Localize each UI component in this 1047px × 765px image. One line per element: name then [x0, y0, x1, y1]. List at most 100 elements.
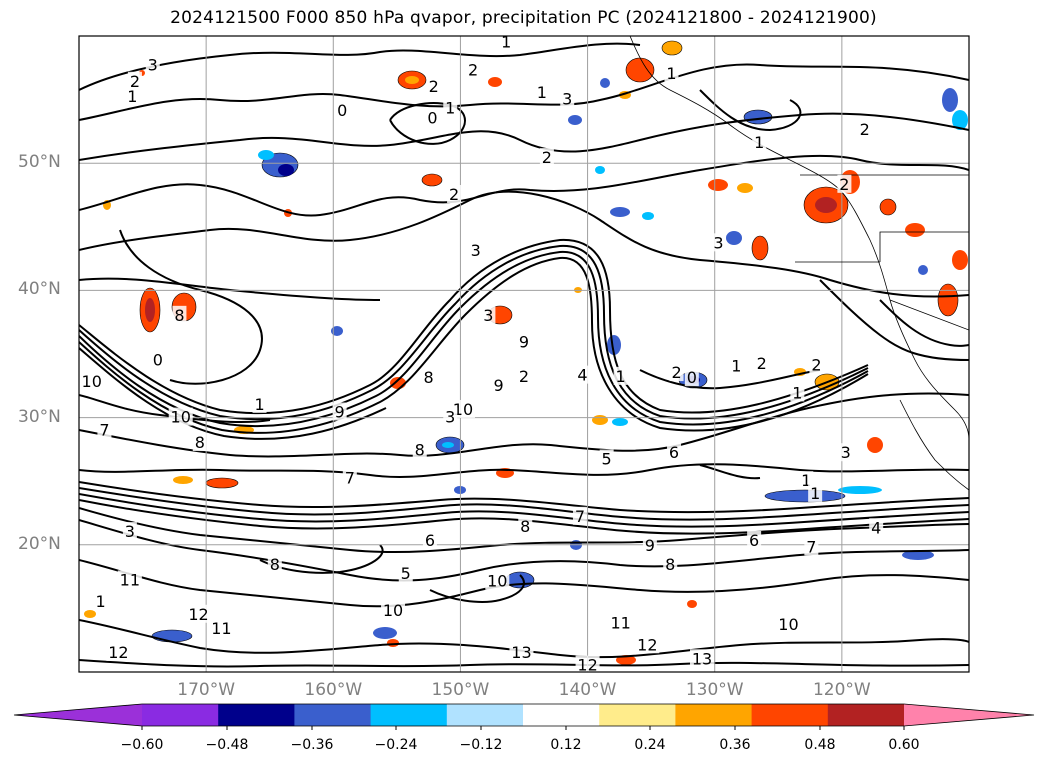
contour-label-background	[804, 537, 819, 556]
contour-label-background	[447, 185, 462, 203]
contour-label: 8	[174, 306, 184, 325]
map-frame	[78, 35, 970, 673]
longitude-tick-label: 120°W	[812, 680, 871, 700]
contour-label-background	[752, 132, 767, 151]
contour-label-background	[466, 60, 481, 79]
contour-label: 2	[542, 148, 552, 167]
colorbar-bin	[599, 704, 676, 726]
contour-label-background	[599, 449, 614, 468]
contour-label-background	[97, 420, 112, 439]
contour-label: 1	[801, 471, 811, 490]
contour-label-background	[575, 365, 590, 384]
contour-label-background	[517, 366, 531, 385]
contour-label: 9	[335, 403, 345, 422]
latitude-tick-label: 20°N	[18, 533, 61, 554]
contour-label: 10	[383, 601, 403, 620]
contour-label: 1	[731, 357, 741, 376]
contour-label: 1	[616, 367, 626, 386]
contour-label-background	[642, 536, 657, 555]
colorbar-bin	[294, 704, 372, 726]
contour-label-background	[117, 570, 142, 589]
contour-label: 2	[130, 72, 140, 91]
contour-label-background	[560, 89, 575, 108]
contour-label: 1	[792, 383, 802, 402]
contour-label: 9	[645, 536, 655, 555]
contour-label-background	[669, 363, 684, 382]
contour-label: 12	[637, 635, 657, 654]
contour-label: 8	[195, 433, 205, 452]
colorbar-bin	[523, 704, 600, 726]
contour-label: 2	[671, 363, 681, 382]
contour-label-background	[252, 394, 267, 413]
contour-label-background	[106, 642, 131, 661]
colorbar-tick-label: 0.12	[550, 737, 582, 753]
colorbar-bin	[142, 704, 219, 726]
contour-label-background	[422, 530, 437, 549]
contour-label-background	[572, 506, 587, 525]
contour-label-background	[421, 368, 436, 387]
contour-label: 4	[577, 366, 587, 385]
contour-label-background	[664, 64, 679, 83]
contour-label-background	[481, 305, 496, 324]
contour-label: 2	[757, 354, 767, 373]
contour-label: 1	[445, 99, 455, 118]
colorbar-bin	[827, 704, 905, 726]
contour-label-background	[381, 600, 406, 619]
contour-label-background	[776, 614, 801, 633]
contour-label: 1	[537, 83, 547, 102]
contour-label-background	[425, 108, 440, 127]
contour-label-background	[608, 613, 633, 632]
contour-label: 3	[483, 306, 493, 325]
contour-label: 2	[839, 175, 849, 194]
colorbar-tick-label: 0.24	[634, 737, 666, 753]
contour-label: 10	[487, 572, 507, 591]
contour-label: 8	[270, 555, 280, 574]
contour-label-background	[747, 530, 762, 549]
contour-label-background	[499, 36, 514, 51]
longitude-tick-label: 160°W	[304, 680, 363, 700]
colorbar-tick-label: −0.48	[205, 737, 249, 753]
contour-label-background	[754, 354, 769, 373]
contour-label: 1	[96, 592, 106, 611]
contour-label: 11	[610, 614, 630, 633]
colorbar-over-arrow	[904, 704, 1034, 726]
contour-label: 10	[82, 372, 102, 391]
contour-label-background	[837, 174, 852, 193]
contour-label: 2	[429, 77, 439, 96]
colorbar-bin	[675, 704, 753, 726]
colorbar-tick-label: −0.36	[290, 737, 334, 753]
colorbar-tick-label: −0.24	[374, 737, 418, 753]
colorbar-tick-label: 0.36	[719, 737, 751, 753]
map-gridlines	[79, 36, 969, 672]
contour-label-background	[168, 407, 193, 426]
contour-label: 5	[602, 450, 612, 469]
contour-label: 8	[665, 555, 675, 574]
coastlines	[629, 36, 969, 491]
contour-label-background	[209, 618, 234, 637]
contour-label-background	[663, 555, 678, 574]
contour-label: 3	[562, 90, 572, 109]
contour-label-background	[809, 355, 824, 374]
latitude-tick-label: 50°N	[18, 152, 61, 173]
colorbar-tick-label: 0.60	[888, 737, 920, 753]
contour-label-background	[335, 101, 350, 120]
contour-label-background	[613, 366, 628, 385]
precipitation-positive-patches	[84, 40, 968, 665]
contour-label: 7	[575, 507, 585, 526]
contour-label-background	[518, 516, 533, 535]
contour-label-background	[575, 655, 600, 672]
colorbar-bin	[370, 704, 448, 726]
contour-label-background	[172, 305, 187, 324]
contour-label-background	[398, 564, 413, 583]
contour-label-background	[684, 368, 699, 387]
contour-label-background	[443, 407, 458, 426]
contour-label: 13	[511, 643, 531, 662]
contour-label: 11	[211, 619, 231, 638]
contour-label: 9	[493, 376, 503, 395]
contour-label: 7	[806, 537, 816, 556]
contour-label-background	[838, 443, 853, 462]
longitude-tick-label: 140°W	[558, 680, 617, 700]
